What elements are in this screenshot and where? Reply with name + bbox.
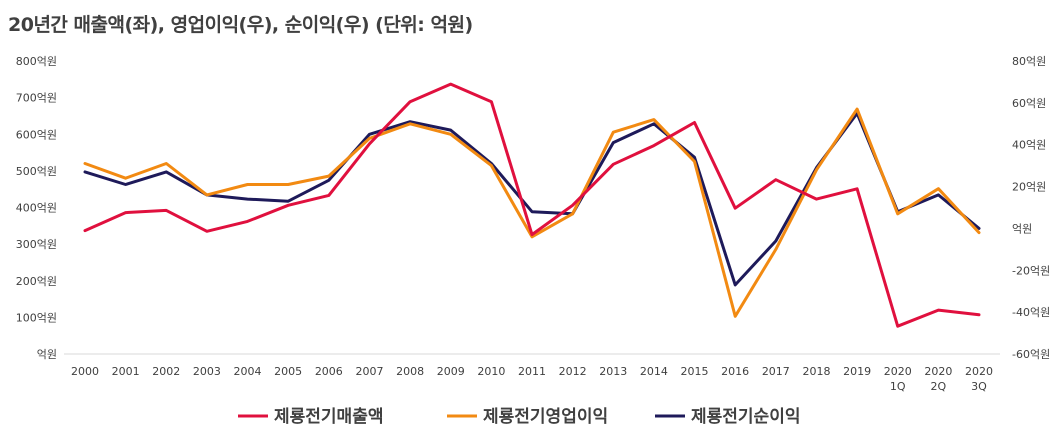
x-axis-tick-label: 2004	[234, 365, 262, 378]
left-axis: 억원 100억원 200억원 300억원 400억원 500억원 600억원 700억원 800…	[16, 55, 57, 361]
x-axis-tick-label: 2019	[843, 365, 871, 378]
right-axis-tick-label: 20억원	[1012, 181, 1046, 194]
x-axis-tick-label: 2020	[924, 365, 952, 378]
x-axis-tick-label: 3Q	[971, 380, 987, 393]
legend-label: 제룡전기영업이익	[483, 407, 608, 427]
x-axis-tick-label: 2003	[193, 365, 221, 378]
x-axis-tick-label: 2007	[355, 365, 383, 378]
series-layer	[83, 82, 981, 328]
left-axis-tick-label: 600억원	[16, 128, 57, 141]
x-axis-tick-label: 2005	[274, 365, 302, 378]
x-axis-tick-label: 2002	[152, 365, 180, 378]
right-axis-tick-label: 40억원	[1012, 139, 1046, 152]
x-axis-tick-label: 2013	[599, 365, 627, 378]
x-axis-tick-label: 2011	[518, 365, 546, 378]
series-line-3	[83, 111, 981, 287]
x-axis-tick-label: 2017	[762, 365, 790, 378]
x-axis-tick-label: 2006	[315, 365, 343, 378]
series-line-2	[83, 107, 981, 318]
x-axis-tick-label: 2020	[965, 365, 993, 378]
left-axis-tick-label: 100억원	[16, 311, 57, 324]
right-axis: -60억원 -40억원 -20억원 억원 20억원 40억원 60억원 80억원	[1012, 55, 1050, 361]
x-axis-tick-label: 2009	[437, 365, 465, 378]
legend-label: 제룡전기매출액	[274, 407, 383, 427]
left-axis-tick-label: 500억원	[16, 165, 57, 178]
right-axis-tick-label: 80억원	[1012, 55, 1046, 68]
x-axis-tick-label: 2000	[71, 365, 99, 378]
left-axis-tick-label: 800억원	[16, 55, 57, 68]
right-axis-tick-label: 60억원	[1012, 97, 1046, 110]
x-axis-tick-label: 2012	[559, 365, 587, 378]
left-axis-tick-label: 400억원	[16, 202, 57, 215]
x-axis-tick-label: 1Q	[890, 380, 906, 393]
legend: 제룡전기매출액 제룡전기영업이익 제룡전기순이익	[238, 407, 800, 427]
x-axis-tick-label: 2010	[477, 365, 505, 378]
x-axis-tick-label: 2Q	[931, 380, 947, 393]
chart-title: 20년간 매출액(좌), 영업이익(우), 순이익(우) (단위: 억원)	[8, 14, 473, 36]
right-axis-tick-label: -20억원	[1012, 264, 1050, 277]
x-axis-tick-label: 2008	[396, 365, 424, 378]
x-axis-tick-label: 2016	[721, 365, 749, 378]
x-axis-tick-label: 2020	[884, 365, 912, 378]
x-axis-tick-label: 2014	[640, 365, 668, 378]
x-axis-tick-label: 2001	[112, 365, 140, 378]
right-axis-tick-label: -60억원	[1012, 348, 1050, 361]
series-line-1	[83, 82, 981, 328]
x-axis-tick-label: 2018	[802, 365, 830, 378]
left-axis-tick-label: 300억원	[16, 238, 57, 251]
left-axis-tick-label: 700억원	[16, 92, 57, 105]
right-axis-tick-label: 억원	[1012, 222, 1032, 235]
x-axis: 2000 2001 2002 2003 2004 2005 2006 2007 2008 2009…	[64, 353, 1000, 393]
legend-label: 제룡전기순이익	[691, 407, 800, 427]
left-axis-tick-label: 200억원	[16, 275, 57, 288]
x-axis-tick-label: 2015	[681, 365, 709, 378]
right-axis-tick-label: -40억원	[1012, 306, 1050, 319]
left-axis-tick-label: 억원	[37, 348, 57, 361]
